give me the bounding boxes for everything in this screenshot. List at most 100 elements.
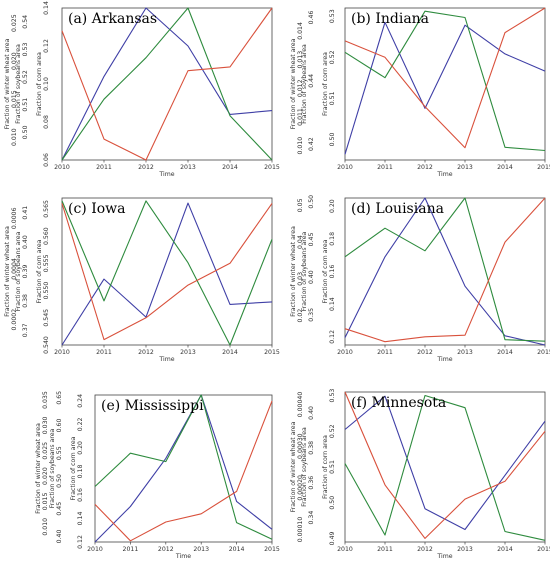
x-tick-label: 2011 (123, 546, 139, 553)
soybeans-tick-label: 0.40 (22, 235, 29, 249)
x-tick-label: 2014 (497, 349, 513, 356)
winter-wheat-tick-label: 0.020 (42, 467, 49, 485)
winter-wheat-axis-label: Fraction of winter wheat area (35, 423, 42, 514)
winter-wheat-tick-label: 0.0002 (11, 309, 18, 331)
winter-wheat-tick-label: 0.03 (297, 272, 304, 286)
x-tick-label: 2015 (537, 546, 550, 553)
soybeans-axis-label: Fraction of soybeans area (301, 231, 308, 311)
winter-wheat-tick-label: 0.05 (297, 198, 304, 212)
x-tick-label: 2013 (180, 349, 196, 356)
soybeans-series-line (61, 200, 273, 346)
panel-1: 2010 2011 2012 2013 2014 2015 Time 0.010 0.015 0.… (4, 1, 280, 178)
corn-tick-label: 0.550 (43, 282, 50, 300)
soybeans-tick-label: 0.44 (308, 74, 315, 88)
winter-wheat-tick-label: 0.015 (11, 90, 18, 108)
x-tick-label: 2014 (229, 546, 245, 553)
x-axis-label: Time (436, 553, 452, 560)
x-tick-label: 2011 (377, 164, 393, 171)
corn-tick-label: 0.18 (77, 464, 84, 478)
corn-tick-label: 0.14 (43, 1, 50, 15)
winter-wheat-tick-label: 0.025 (11, 14, 18, 32)
x-tick-label: 2013 (193, 546, 209, 553)
panel-title: (e) Mississippi (101, 398, 204, 414)
corn-tick-label: 0.14 (77, 512, 84, 526)
winter-wheat-axis-label: Fraction of winter wheat area (290, 421, 297, 512)
x-tick-label: 2011 (377, 546, 393, 553)
x-tick-label: 2015 (264, 349, 280, 356)
winter-wheat-tick-label: 0.00020 (297, 475, 304, 501)
corn-tick-label: 0.540 (43, 336, 50, 354)
x-tick-label: 2011 (96, 164, 112, 171)
x-tick-label: 2010 (337, 164, 353, 171)
plot-frame (344, 7, 546, 161)
x-tick-label: 2014 (222, 164, 238, 171)
soybeans-tick-label: 0.50 (22, 125, 29, 139)
corn-tick-label: 0.53 (329, 389, 336, 403)
corn-series-line (344, 391, 546, 539)
soybeans-axis-label: Fraction of soybeans area (15, 44, 22, 124)
panel-5: 2010 2011 2012 2013 2014 2015 Time 0.010 0.015 0.… (35, 391, 280, 560)
winter-wheat-tick-label: 0.00030 (297, 433, 304, 459)
winter-wheat-tick-label: 0.04 (297, 235, 304, 249)
corn-axis-label: Fraction of corn area (322, 52, 329, 116)
soybeans-tick-label: 0.38 (22, 294, 29, 308)
corn-tick-label: 0.20 (329, 199, 336, 213)
soybeans-tick-label: 0.50 (56, 474, 63, 488)
corn-tick-label: 0.22 (77, 417, 84, 431)
x-tick-label: 2015 (264, 546, 280, 553)
x-tick-label: 2015 (537, 164, 550, 171)
corn-tick-label: 0.08 (43, 115, 50, 129)
soybeans-series-line (344, 394, 546, 541)
soybeans-tick-label: 0.40 (308, 270, 315, 284)
panel-6: 2010 2011 2012 2013 2014 2015 Time 0.00010 0.000… (290, 389, 550, 560)
corn-series-line (61, 203, 273, 341)
corn-tick-label: 0.560 (43, 227, 50, 245)
corn-tick-label: 0.50 (329, 496, 336, 510)
soybeans-tick-label: 0.36 (308, 476, 315, 490)
corn-axis-label: Fraction of corn area (36, 239, 43, 303)
x-tick-label: 2013 (457, 349, 473, 356)
winter-wheat-tick-label: 0.014 (297, 22, 304, 40)
soybeans-axis-label: Fraction of soybeans area (301, 44, 308, 124)
plot-frame (94, 394, 273, 543)
corn-tick-label: 0.49 (329, 531, 336, 545)
soybeans-tick-label: 0.45 (308, 233, 315, 247)
soybeans-axis-label: Fraction of soybeans area (49, 428, 56, 508)
x-tick-label: 2010 (337, 349, 353, 356)
winter-wheat-tick-label: 0.0006 (11, 207, 18, 229)
corn-series-line (344, 7, 546, 149)
corn-tick-label: 0.12 (43, 39, 50, 53)
x-tick-label: 2013 (457, 546, 473, 553)
winter-wheat-series-line (344, 197, 546, 346)
x-tick-label: 2012 (138, 349, 154, 356)
x-tick-label: 2013 (180, 164, 196, 171)
corn-tick-label: 0.52 (329, 50, 336, 64)
winter-wheat-axis-label: Fraction of winter wheat area (290, 38, 297, 129)
winter-wheat-tick-label: 0.035 (42, 391, 49, 409)
corn-tick-label: 0.18 (329, 232, 336, 246)
winter-wheat-tick-label: 0.010 (42, 518, 49, 536)
winter-wheat-tick-label: 0.0004 (11, 258, 18, 280)
winter-wheat-tick-label: 0.020 (11, 52, 18, 70)
corn-tick-label: 0.51 (329, 460, 336, 474)
plot-frame (61, 197, 273, 346)
soybeans-tick-label: 0.35 (308, 308, 315, 322)
winter-wheat-series-line (61, 202, 273, 346)
x-tick-label: 2014 (497, 164, 513, 171)
soybeans-series-line (61, 7, 273, 161)
corn-tick-label: 0.14 (329, 297, 336, 311)
panel-2: 2010 2011 2012 2013 2014 2015 Time 0.010 0.011 0.… (290, 7, 550, 178)
plot-frame (344, 391, 546, 543)
x-tick-label: 2014 (222, 349, 238, 356)
x-tick-label: 2010 (337, 546, 353, 553)
x-axis-label: Time (175, 553, 191, 560)
soybeans-tick-label: 0.51 (22, 98, 29, 112)
panel-title: (d) Louisiana (351, 201, 444, 217)
winter-wheat-axis-label: Fraction of winter wheat area (4, 38, 11, 129)
soybeans-tick-label: 0.46 (308, 11, 315, 25)
soybeans-tick-label: 0.37 (22, 323, 29, 337)
winter-wheat-tick-label: 0.013 (297, 51, 304, 69)
soybeans-axis-label: Fraction of soybeans area (15, 231, 22, 311)
plot-frame (344, 197, 546, 346)
corn-tick-label: 0.12 (329, 330, 336, 344)
